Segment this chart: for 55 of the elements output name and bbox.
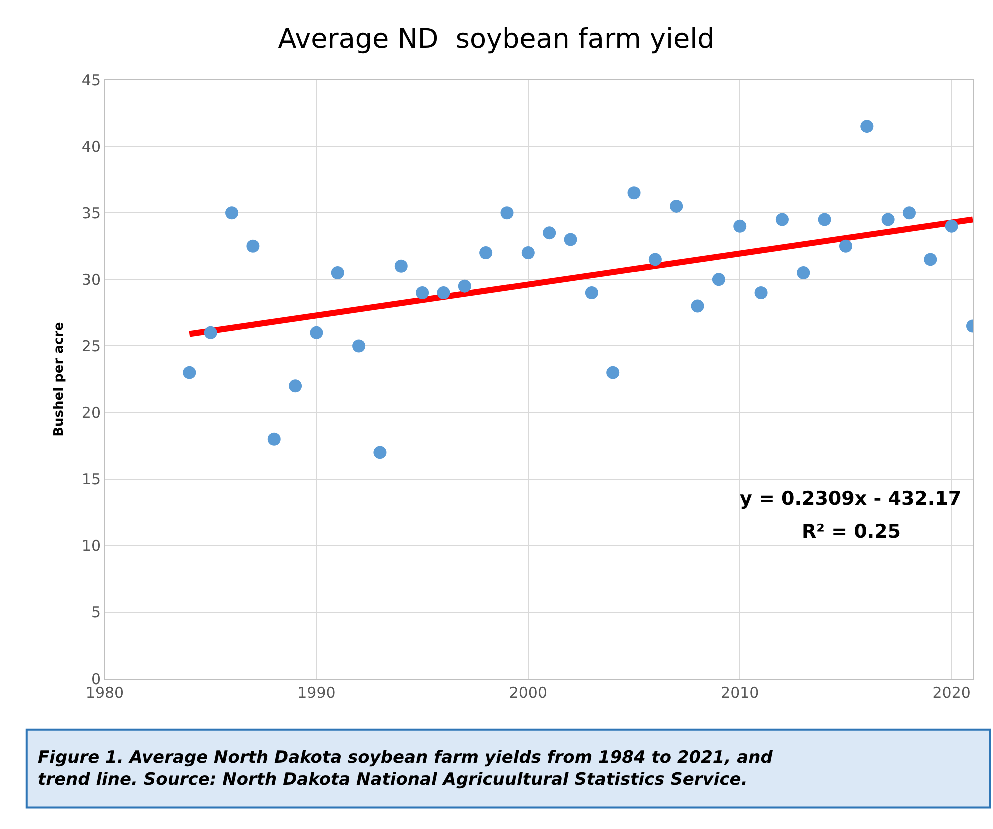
point <box>734 220 747 233</box>
x-tick-label: 2010 <box>721 684 760 702</box>
point <box>394 260 408 273</box>
y-axis-title: Bushel per acre <box>52 322 67 437</box>
point <box>543 226 556 240</box>
annotation: R² = 0.25 <box>802 521 901 543</box>
y-tick-label: 30 <box>82 270 101 289</box>
point <box>500 206 514 220</box>
point <box>204 326 218 340</box>
y-tick-label: 20 <box>82 404 101 422</box>
point <box>226 206 239 220</box>
point <box>331 266 344 280</box>
point <box>480 246 493 260</box>
point <box>818 213 832 226</box>
point <box>606 366 620 380</box>
caption: Figure 1. Average North Dakota soybean farm yields from 1984 to 2021, and trend line. Source: North Dakota National Agricuultural Statistics Service. <box>38 748 774 790</box>
point <box>691 300 704 313</box>
point <box>839 240 852 253</box>
point <box>183 366 196 380</box>
point <box>352 340 366 353</box>
y-tick-label: 25 <box>82 337 101 356</box>
point <box>268 432 281 446</box>
y-tick-label: 45 <box>82 71 101 90</box>
point <box>945 220 958 233</box>
point <box>246 240 260 253</box>
point <box>585 286 598 300</box>
y-tick-label: 5 <box>91 604 101 622</box>
point <box>924 253 938 266</box>
point <box>712 273 726 286</box>
annotation: y = 0.2309x - 432.17 <box>740 488 962 510</box>
point <box>754 286 768 300</box>
point <box>648 253 662 266</box>
point <box>458 280 472 293</box>
x-tick-label: 2020 <box>932 684 971 702</box>
y-tick-label: 35 <box>82 204 101 222</box>
point <box>902 206 916 220</box>
point <box>797 266 810 280</box>
point <box>860 120 874 134</box>
x-tick-label: 2000 <box>509 684 548 702</box>
point <box>776 213 789 226</box>
point <box>289 380 302 393</box>
point <box>416 286 430 300</box>
x-tick-label: 1990 <box>298 684 336 702</box>
point <box>310 326 324 340</box>
y-tick-label: 40 <box>82 138 101 156</box>
point <box>670 200 684 213</box>
point <box>374 446 387 460</box>
y-tick-label: 15 <box>82 470 101 489</box>
point <box>564 233 578 246</box>
chart-title: Average ND soybean farm yield <box>278 24 715 55</box>
point <box>628 186 641 200</box>
point <box>437 286 450 300</box>
point <box>882 213 895 226</box>
y-tick-label: 10 <box>82 537 101 556</box>
point <box>522 246 535 260</box>
